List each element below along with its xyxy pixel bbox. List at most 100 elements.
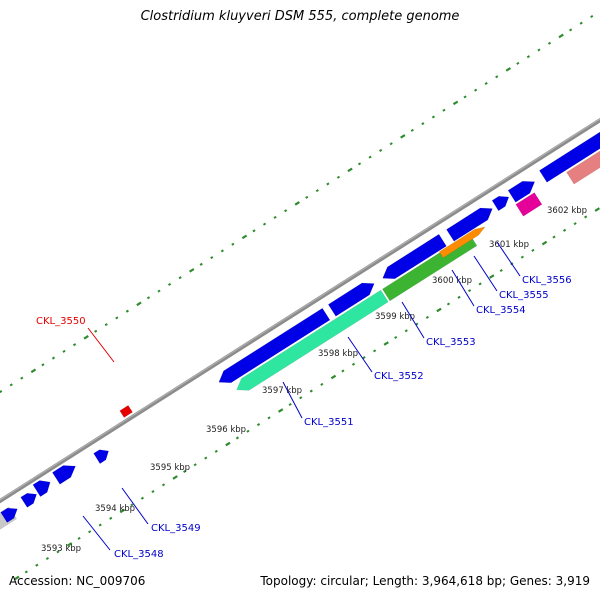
- gene-label: CKL_3550: [36, 316, 86, 327]
- gene-leader-line: [347, 336, 373, 373]
- outer-tick: [452, 100, 459, 106]
- outer-tick: [51, 356, 56, 360]
- inner-tick: [299, 396, 303, 400]
- cds-feature-orange: [438, 226, 486, 259]
- outer-tick: [421, 122, 425, 126]
- inner-tick: [341, 369, 345, 373]
- cds-feature: [218, 307, 331, 383]
- map-title: Clostridium kluyveri DSM 555, complete g…: [140, 9, 460, 24]
- outer-tick: [410, 128, 414, 132]
- gene-leader-line: [451, 269, 475, 307]
- gene-leader-line: [87, 327, 115, 363]
- outer-tick: [526, 55, 530, 59]
- outer-tick: [125, 309, 129, 313]
- outer-tick: [389, 142, 393, 146]
- gene-leader-line: [401, 301, 425, 339]
- inner-tick: [193, 463, 197, 467]
- gene-label: CKL_3553: [426, 337, 476, 348]
- inner-tick: [204, 456, 208, 460]
- gene-leader-line: [121, 487, 149, 525]
- outer-tick: [115, 316, 119, 320]
- cds-feature: [491, 195, 510, 212]
- gene-label: CKL_3548: [114, 549, 164, 560]
- inner-tick: [362, 356, 366, 360]
- outer-tick: [495, 75, 499, 79]
- inner-tick: [594, 207, 600, 212]
- inner-tick: [330, 374, 337, 380]
- outer-tick: [326, 182, 330, 186]
- outer-tick: [262, 222, 267, 226]
- gene-leader-line: [282, 381, 303, 419]
- cds-feature: [327, 282, 375, 317]
- gene-label: CKL_3552: [374, 371, 424, 382]
- inner-tick: [446, 302, 451, 306]
- inner-tick: [98, 523, 102, 527]
- inner-tick: [478, 282, 482, 286]
- cds-feature-magenta: [515, 192, 543, 217]
- outer-tick: [189, 268, 195, 273]
- accession-text: Accession: NC_009706: [9, 574, 146, 588]
- outer-tick: [336, 175, 341, 179]
- outer-tick: [9, 383, 13, 387]
- inner-tick: [457, 295, 461, 299]
- outer-tick: [537, 48, 541, 52]
- inner-tick: [383, 341, 389, 346]
- inner-tick: [404, 329, 408, 333]
- gene-label: CKL_3555: [499, 290, 549, 301]
- cds-feature: [446, 207, 493, 242]
- outer-tick: [516, 61, 520, 65]
- gene-label: CKL_3549: [151, 523, 201, 534]
- cds-feature: [382, 233, 447, 280]
- cds-feature: [0, 507, 18, 523]
- inner-tick: [119, 508, 126, 514]
- outer-tick: [167, 282, 172, 286]
- inner-tick: [256, 423, 261, 427]
- inner-tick: [520, 255, 524, 259]
- inner-tick: [394, 335, 398, 339]
- outer-tick: [294, 201, 300, 206]
- outer-tick: [30, 368, 37, 374]
- outer-tick: [273, 215, 277, 219]
- gene-label: CKL_3554: [476, 305, 526, 316]
- inner-tick: [562, 228, 567, 232]
- gene-leader-line: [82, 515, 111, 551]
- position-label: 3600 kbp: [432, 276, 472, 286]
- inner-tick: [573, 222, 577, 226]
- outer-tick: [62, 349, 66, 353]
- cds-feature: [52, 465, 76, 485]
- outer-tick: [157, 289, 161, 293]
- outer-tick: [146, 296, 151, 300]
- inner-tick: [552, 235, 556, 239]
- outer-tick: [547, 41, 552, 45]
- position-label: 3594 kbp: [95, 504, 135, 514]
- inner-tick: [88, 530, 92, 534]
- cds-feature: [507, 180, 536, 203]
- inner-tick: [140, 496, 145, 500]
- outer-tick: [357, 162, 362, 166]
- inner-tick: [14, 575, 20, 581]
- outer-tick: [558, 33, 564, 39]
- outer-tick: [220, 249, 224, 253]
- inner-tick: [35, 563, 39, 567]
- outer-tick: [442, 108, 446, 112]
- outer-tick: [431, 115, 435, 119]
- inner-tick: [499, 268, 503, 273]
- position-label: 3593 kbp: [41, 544, 81, 554]
- cds-feature: [93, 449, 109, 464]
- outer-tick: [400, 134, 406, 139]
- inner-tick: [24, 570, 28, 574]
- genome-backbone: [0, 117, 600, 504]
- outer-tick: [368, 155, 372, 159]
- topology-text: Topology: circular; Length: 3,964,618 bp…: [260, 574, 590, 588]
- inner-tick: [351, 362, 356, 366]
- position-label: 3595 kbp: [150, 463, 190, 473]
- cds-feature: [539, 131, 600, 183]
- inner-tick: [467, 289, 472, 293]
- genome-backbone-highlight: [0, 118, 600, 501]
- inner-tick: [320, 382, 324, 386]
- outer-tick: [231, 242, 235, 246]
- outer-tick: [305, 195, 309, 199]
- cds-feature: [32, 480, 51, 497]
- highlighted-gene-feature: [119, 405, 133, 418]
